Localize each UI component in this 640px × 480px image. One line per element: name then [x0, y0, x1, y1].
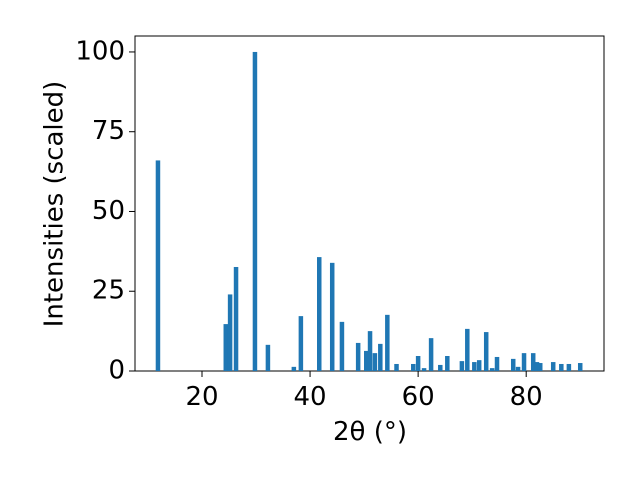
bar: [489, 368, 495, 371]
bar: [233, 266, 239, 371]
x-tick-label: 60: [402, 382, 435, 412]
bar: [252, 51, 258, 371]
bar: [428, 338, 434, 371]
bar: [472, 362, 477, 371]
x-tick-label: 80: [510, 382, 543, 412]
bar: [521, 353, 527, 371]
bar: [291, 366, 297, 371]
bar: [510, 358, 516, 371]
bar: [298, 316, 304, 371]
bar: [530, 353, 536, 371]
bar: [364, 350, 369, 371]
y-tick-label: 50: [92, 196, 125, 226]
plot-frame: [134, 35, 605, 372]
bar: [265, 344, 271, 371]
bar: [438, 364, 443, 371]
bar: [421, 368, 427, 371]
bar: [223, 324, 229, 371]
bar: [515, 366, 521, 371]
bar: [355, 342, 361, 371]
bar: [550, 362, 556, 371]
x-axis-label: 2θ (°): [333, 417, 407, 447]
bar: [339, 321, 345, 371]
y-tick-label: 0: [108, 356, 125, 386]
bar: [155, 160, 161, 371]
bar: [372, 353, 378, 371]
bar: [465, 328, 470, 371]
bar: [494, 356, 500, 371]
bar: [459, 361, 465, 371]
bar: [367, 331, 373, 371]
bar: [566, 363, 572, 371]
y-tick-label: 75: [92, 116, 125, 146]
bar: [534, 362, 540, 371]
x-tick-label: 20: [185, 382, 218, 412]
bar: [227, 294, 233, 371]
bar: [445, 356, 450, 371]
y-axis-label: Intensities (scaled): [40, 81, 70, 328]
bar: [317, 257, 322, 371]
x-tick-label: 40: [294, 382, 327, 412]
bar: [577, 363, 583, 371]
bar: [476, 360, 482, 371]
bar: [411, 363, 416, 371]
bar: [483, 332, 489, 371]
y-tick-label: 100: [75, 36, 125, 66]
bar: [394, 363, 399, 371]
bar: [378, 343, 383, 371]
y-tick-label: 25: [92, 276, 125, 306]
bar: [329, 262, 335, 371]
bar: [537, 363, 543, 371]
bar: [415, 356, 421, 371]
bar: [385, 314, 390, 371]
bar: [559, 363, 564, 371]
